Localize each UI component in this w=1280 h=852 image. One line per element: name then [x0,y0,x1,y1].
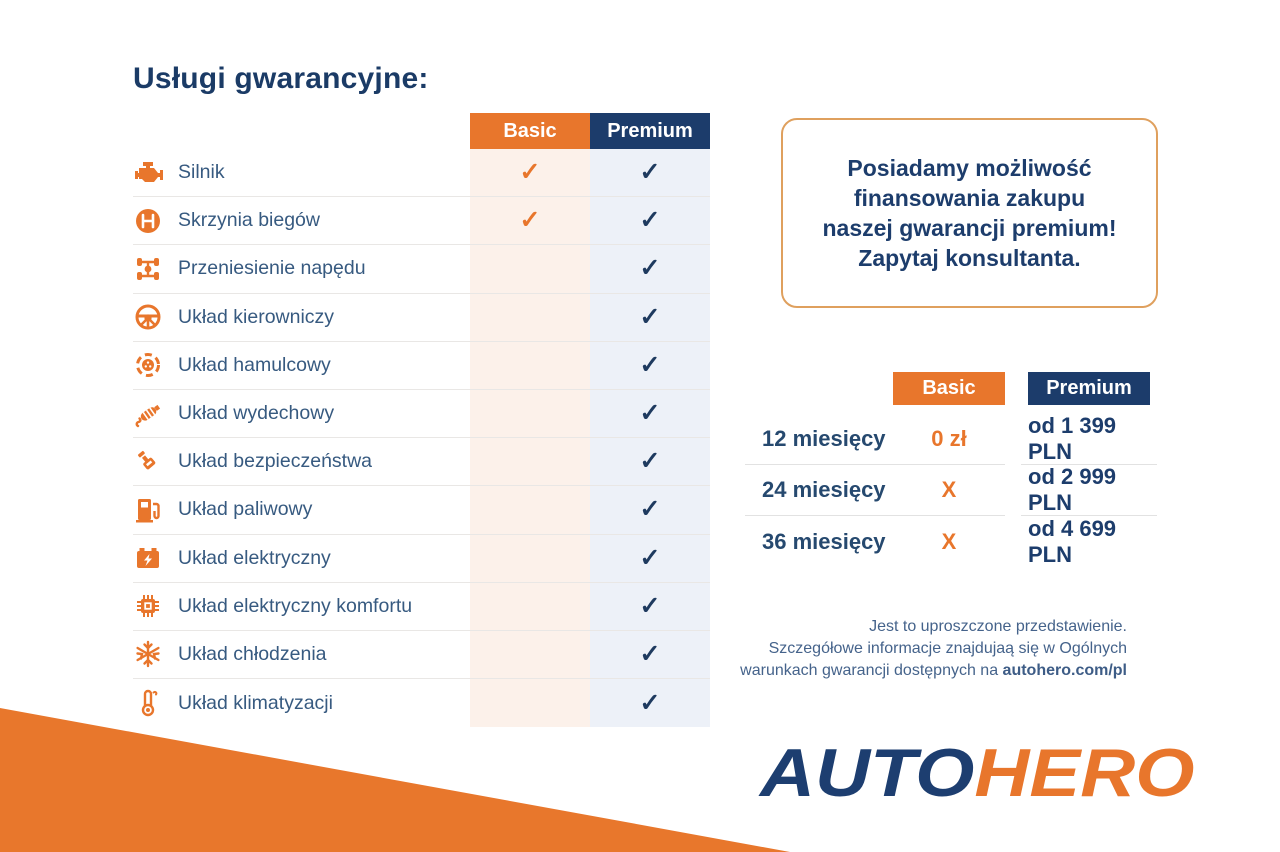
check-icon: ✓ [639,591,661,620]
pricing-premium-value: od 1 399 PLN [1028,413,1117,464]
row-label: Przeniesienie napędu [178,257,366,280]
drivetrain-icon [133,254,163,284]
pricing-table: Basic Premium 12 miesięcy 0 zł od 1 399 … [745,372,1157,567]
pricing-period: 12 miesięcy [762,426,886,451]
table-row: Układ bezpieczeństwa ✓ [133,438,710,487]
battery-icon [133,543,163,573]
fine-print-line3: warunkach gwarancji dostępnych na autohe… [740,662,1127,679]
pricing-header-premium: Premium [1028,372,1150,405]
row-label: Układ chłodzenia [178,642,327,665]
column-header-premium: Premium [590,113,710,149]
row-label: Układ elektryczny [178,546,331,569]
snowflake-icon [133,639,163,669]
pricing-basic-value: 0 zł [931,426,967,451]
pricing-table-header: Basic Premium [745,372,1157,405]
table-row: Układ kierowniczy ✓ [133,293,710,342]
row-label: Układ elektryczny komfortu [178,594,413,617]
gearbox-icon [133,206,163,236]
table-row: Układ paliwowy ✓ [133,486,710,535]
row-label: Układ wydechowy [178,402,335,425]
check-icon: ✓ [639,639,661,668]
check-icon: ✓ [639,206,661,235]
check-icon: ✓ [639,158,661,187]
logo-hero: HERO [974,735,1195,811]
steering-wheel-icon [133,302,163,332]
pricing-basic-value: X [941,528,957,554]
pricing-row: 36 miesięcy X od 4 699 PLN [745,516,1157,567]
financing-info-box: Posiadamy możliwość finansowania zakupu … [781,118,1158,308]
comparison-table-header: Basic Premium [133,113,710,149]
thermometer-icon [133,688,163,718]
financing-info-text: Posiadamy możliwość finansowania zakupu … [822,155,1117,271]
table-row: Silnik ✓ ✓ [133,149,710,198]
row-label: Układ hamulcowy [178,353,331,376]
check-icon: ✓ [639,543,661,572]
exhaust-icon [133,399,163,429]
check-icon: ✓ [519,158,541,187]
check-icon: ✓ [519,206,541,235]
page-title: Usługi gwarancyjne: [133,62,429,95]
pricing-header-basic: Basic [893,372,1005,405]
check-icon: ✓ [639,254,661,283]
check-icon: ✓ [639,495,661,524]
row-label: Skrzynia biegów [178,209,320,232]
row-label: Silnik [178,161,225,184]
chip-icon [133,591,163,621]
table-row: Układ elektryczny ✓ [133,534,710,583]
table-row: Układ chłodzenia ✓ [133,630,710,680]
fine-print-line2: Szczegółowe informacje znajdujaą się w O… [768,640,1127,657]
row-label: Układ kierowniczy [178,305,335,328]
pricing-row: 24 miesięcy X od 2 999 PLN [745,464,1157,516]
website-link: autohero.com/pl [1002,662,1127,679]
check-icon: ✓ [639,399,661,428]
row-label: Układ klimatyzacji [178,691,333,714]
check-icon: ✓ [639,447,661,476]
fuel-pump-icon [133,495,163,525]
fine-print-line1: Jest to uproszczone przedstawienie. [869,618,1127,635]
pricing-row: 12 miesięcy 0 zł od 1 399 PLN [745,413,1157,465]
check-icon: ✓ [639,688,661,717]
warranty-comparison-table: Basic Premium Silnik ✓ ✓ [133,113,710,728]
table-row: Przeniesienie napędu ✓ [133,245,710,294]
engine-icon [133,158,163,188]
row-label: Układ bezpieczeństwa [178,450,373,473]
pricing-period: 24 miesięcy [762,477,886,502]
column-header-basic: Basic [470,113,590,149]
table-row: Układ elektryczny komfortu ✓ [133,582,710,631]
table-row: Skrzynia biegów ✓ ✓ [133,197,710,246]
check-icon: ✓ [639,302,661,331]
table-row: Układ klimatyzacji ✓ [133,679,710,728]
logo-auto: AUTO [760,735,975,811]
autohero-logo: AUTOHERO [760,734,1194,812]
seatbelt-icon [133,447,163,477]
table-row: Układ wydechowy ✓ [133,389,710,439]
row-label: Układ paliwowy [178,498,313,521]
pricing-period: 36 miesięcy [762,528,886,554]
pricing-premium-value: od 4 699 PLN [1028,515,1117,567]
brake-icon [133,350,163,380]
table-row: Układ hamulcowy ✓ [133,341,710,390]
check-icon: ✓ [639,350,661,379]
fine-print: Jest to uproszczone przedstawienie. Szcz… [705,616,1127,682]
pricing-basic-value: X [941,477,957,502]
pricing-premium-value: od 2 999 PLN [1028,464,1117,515]
